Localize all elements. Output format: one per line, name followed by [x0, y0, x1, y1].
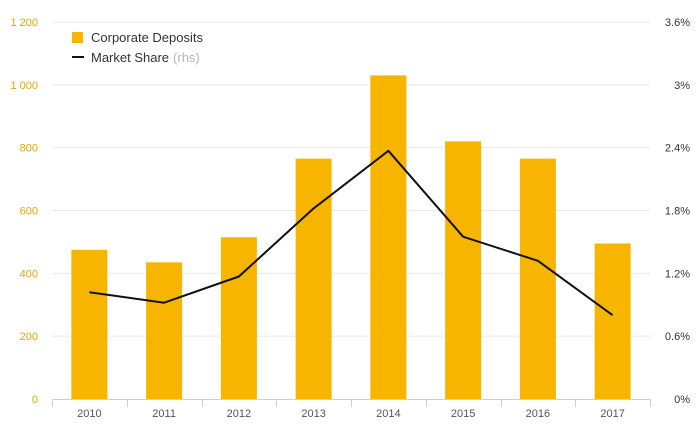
bar-2016: [519, 158, 556, 399]
legend-swatch-line: [72, 56, 84, 58]
legend-swatch-bars: [72, 31, 83, 43]
y-right-tick-label: 3.6%: [665, 17, 690, 29]
legend-item-bars: Corporate Deposits: [72, 27, 203, 47]
legend-note-rhs: (rhs): [173, 49, 200, 65]
bar-2012: [220, 237, 257, 399]
y-left-tick-label: 1 000: [10, 80, 38, 92]
y-right-tick-label: 0.6%: [665, 331, 690, 343]
y-left-tick-label: 200: [20, 331, 38, 343]
y-left-tick-label: 400: [20, 268, 38, 280]
y-left-tick-label: 0: [32, 394, 38, 406]
x-tick-label: 2010: [77, 408, 101, 420]
bar-2015: [445, 141, 482, 399]
y-right-tick-label: 3%: [674, 80, 690, 92]
y-right-tick-label: 1.8%: [665, 206, 690, 218]
bar-2013: [295, 158, 332, 399]
market-share-line: [89, 149, 614, 317]
x-axis: 2010 2011 2012 2013 2014 2015 2016 2017: [52, 399, 651, 420]
x-tick-label: 2017: [600, 408, 624, 420]
bar-2014: [370, 75, 407, 400]
bar-2017: [594, 243, 631, 399]
bar-series: [71, 75, 631, 400]
bar-2010: [71, 249, 108, 399]
x-tick-label: 2013: [301, 408, 325, 420]
y-left-tick-label: 600: [20, 206, 38, 218]
y-left-tick-label: 1 200: [10, 17, 38, 29]
y-right-tick-label: 0%: [674, 394, 690, 406]
y-axis-left: 0 200 400 600 800 1 000 1 200: [10, 17, 38, 406]
x-tick-label: 2011: [152, 408, 176, 420]
line-series: [89, 149, 614, 317]
y-right-tick-label: 2.4%: [665, 143, 690, 155]
y-left-tick-label: 800: [20, 143, 38, 155]
legend-item-line: Market Share (rhs): [72, 47, 203, 67]
y-axis-right: 0% 0.6% 1.2% 1.8% 2.4% 3% 3.6%: [665, 17, 690, 406]
legend-label-bars: Corporate Deposits: [91, 29, 203, 45]
x-tick-label: 2016: [526, 408, 550, 420]
x-tick-label: 2014: [376, 408, 400, 420]
y-right-tick-label: 1.2%: [665, 268, 690, 280]
x-tick-label: 2015: [451, 408, 475, 420]
x-tick-label: 2012: [227, 408, 251, 420]
legend: Corporate Deposits Market Share (rhs): [72, 27, 203, 67]
legend-label-line: Market Share: [91, 49, 170, 65]
bar-2011: [146, 262, 183, 399]
